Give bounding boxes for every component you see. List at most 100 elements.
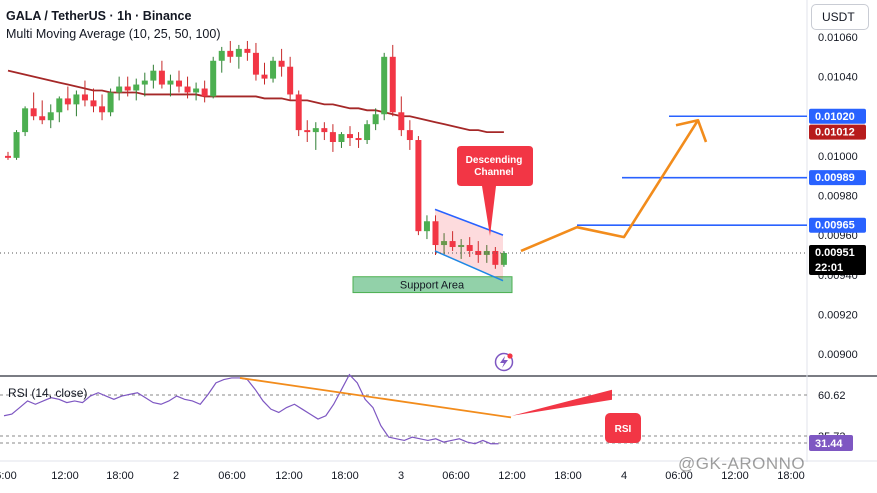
price-tick-label: 0.01060 [818,32,858,44]
candle-body [329,132,336,143]
price-tag-countdown: 22:01 [815,262,843,274]
candle-body [475,250,482,255]
candle-body [116,86,123,93]
rsi-callout-pointer [512,389,612,416]
candle-body [64,98,71,105]
channel-upper-line [434,208,504,236]
candle-body [176,80,182,87]
candle-body [398,112,405,131]
candle-body [441,241,448,246]
candle-body [39,116,46,121]
rsi-trendline [239,377,512,419]
candle-body [270,60,277,79]
price-tag [809,170,866,186]
time-tick-label: 18:00 [106,470,134,482]
channel-callout-line2: Channel [474,167,514,178]
time-tick-label: 3 [398,470,404,482]
candle-body [30,108,37,117]
candle-body [312,128,319,133]
price-tick-label: 0.00920 [818,309,858,321]
candle-body [483,250,490,255]
indicator-label: Multi Moving Average (10, 25, 50, 100) [6,27,221,41]
projection-path [520,119,700,253]
candle-body [415,140,422,232]
currency-button[interactable]: USDT [811,4,869,30]
candle-body [5,155,11,158]
candle-body [287,66,294,95]
channel-fill [435,209,503,281]
candle-body [500,252,507,265]
price-tag [809,244,866,275]
candle-body [261,74,268,79]
price-tick-label: 0.00900 [818,349,858,361]
time-tick-label: 12:00 [498,470,526,482]
price-tag-label: 0.01012 [815,127,855,139]
price-tag-label: 0.00951 [815,247,855,259]
candle-body [81,94,88,101]
price-tag-label: 0.00989 [815,172,855,184]
candle-body [338,134,345,143]
time-tick-label: 18:00 [331,470,359,482]
price-tag-label: 0.00965 [815,220,855,232]
candle-body [278,60,285,67]
candle-body [218,50,225,61]
chart-title: GALA / TetherUS · 1h · Binance [6,9,192,23]
candle-body [133,84,140,91]
candle-body [124,86,131,91]
time-tick-label: 12:00 [275,470,303,482]
channel-lower-line [434,250,504,282]
candle-body [466,245,473,251]
candle-body [107,92,114,113]
candle-body [295,94,302,131]
candle-body [372,114,379,125]
projection-arrowhead [675,118,708,143]
price-tick-label: 0.00980 [818,191,858,203]
candle-body [244,48,251,53]
candle-body [22,108,29,133]
price-tag-label: 0.01020 [815,111,855,123]
rsi-tick-label: 60.62 [818,390,846,402]
rsi-value-tag [809,435,853,451]
candle-body [321,128,328,133]
rsi-line [3,373,499,445]
candle-body [201,88,208,97]
candle-body [73,94,80,105]
candle-body [347,134,353,139]
channel-callout-bubble [457,146,533,236]
rsi-callout-bubble [605,413,641,443]
time-tick-label: 06:00 [218,470,246,482]
price-tick-label: 0.01000 [818,151,858,163]
price-tick-label: 0.01040 [818,72,858,84]
price-tick-label: 0.00960 [818,230,858,242]
time-tick-label: 06:00 [665,470,693,482]
candle-body [99,106,106,113]
candle-body [184,86,191,93]
candle-body [364,124,371,141]
lightning-icon-glyph [500,356,508,368]
time-tick-label: 06:00 [442,470,470,482]
candle-body [423,221,430,232]
time-tick-label: 4 [621,470,627,482]
time-tick-label: 6:00 [0,470,17,482]
rsi-label: RSI (14, close) [8,386,88,400]
candle-body [458,245,465,248]
channel-callout-line1: Descending [466,155,523,166]
rsi-callout-label: RSI [615,424,632,435]
candle-body [252,52,259,75]
rsi-value-tag-label: 31.44 [815,438,843,450]
candle-body [355,138,362,141]
time-tick-label: 2 [173,470,179,482]
candle-body [56,98,63,113]
candle-body [381,56,388,115]
candle-body [47,112,54,121]
price-tag [809,124,866,140]
support-area-box [352,276,513,294]
candle-body [158,70,165,85]
candle-body [193,88,200,93]
candle-body [13,132,20,158]
candle-body [227,50,234,57]
candle-body [492,250,499,265]
candle-body [304,130,311,133]
